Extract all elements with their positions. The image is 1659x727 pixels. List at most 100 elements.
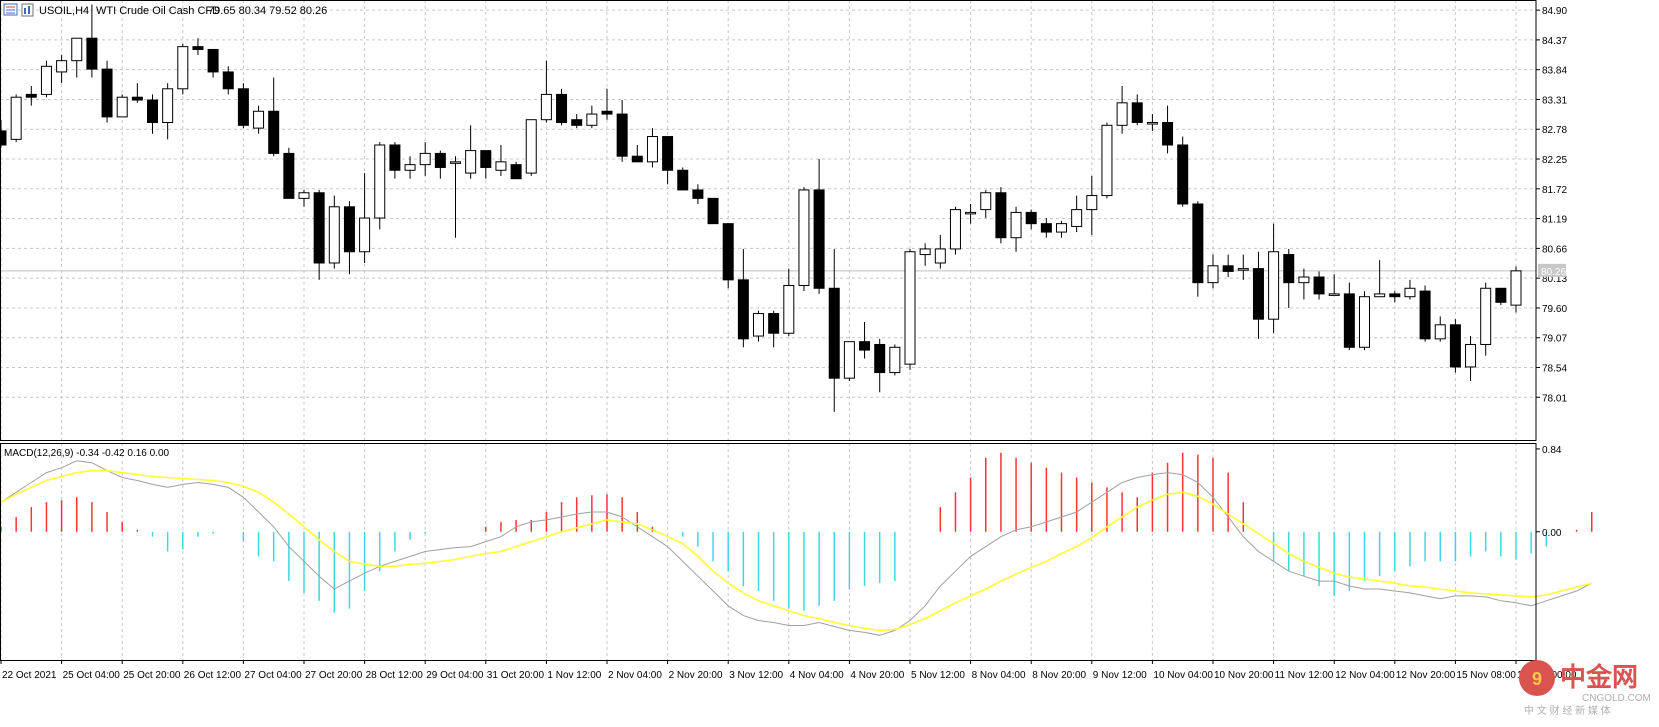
candle[interactable] [237, 83, 249, 129]
candle[interactable] [40, 60, 52, 98]
candle[interactable] [692, 184, 704, 204]
candle[interactable] [1328, 274, 1340, 296]
candle[interactable] [768, 310, 780, 348]
candle[interactable] [1252, 251, 1264, 339]
candle[interactable] [1222, 254, 1234, 278]
candle[interactable] [1025, 209, 1037, 230]
candle[interactable] [1010, 206, 1022, 252]
candle[interactable] [56, 55, 68, 84]
candle[interactable] [828, 248, 840, 412]
candle[interactable] [737, 248, 749, 348]
candle[interactable] [298, 189, 310, 207]
candle[interactable] [859, 321, 871, 359]
candle[interactable] [616, 100, 628, 162]
candle[interactable] [1101, 122, 1113, 199]
symbol-properties-icon[interactable] [21, 3, 34, 17]
candle[interactable] [1404, 279, 1416, 300]
candle[interactable] [1419, 285, 1431, 342]
candle[interactable] [207, 48, 219, 78]
candle[interactable] [71, 37, 83, 78]
candle[interactable] [798, 187, 810, 292]
candle[interactable] [162, 83, 174, 140]
candle[interactable] [662, 136, 674, 185]
candle[interactable] [889, 344, 901, 376]
candle[interactable] [1389, 291, 1401, 303]
candle[interactable] [465, 125, 477, 179]
candle[interactable] [949, 206, 961, 255]
candle[interactable] [1343, 282, 1355, 351]
candle[interactable] [450, 156, 461, 238]
candle[interactable] [328, 195, 340, 269]
candle[interactable] [919, 243, 931, 266]
candle[interactable] [1192, 201, 1204, 297]
candle[interactable] [1465, 336, 1477, 381]
candle[interactable] [389, 142, 401, 179]
candle[interactable] [571, 114, 583, 129]
candle[interactable] [813, 159, 825, 294]
candle[interactable] [434, 150, 446, 179]
candle[interactable] [1177, 136, 1189, 207]
candle[interactable] [1071, 195, 1083, 233]
candle[interactable] [783, 268, 795, 337]
candle[interactable] [1434, 316, 1446, 342]
candle[interactable] [177, 43, 189, 95]
candle[interactable] [722, 223, 734, 289]
candle[interactable] [1086, 175, 1098, 235]
candle[interactable] [510, 161, 522, 180]
candle[interactable] [343, 201, 355, 275]
candle[interactable] [1131, 94, 1143, 126]
candle[interactable] [1359, 291, 1370, 351]
candle[interactable] [631, 144, 643, 163]
chart-window-icon[interactable] [3, 3, 18, 16]
candle[interactable] [874, 338, 886, 393]
candle[interactable] [374, 142, 386, 230]
candle[interactable] [843, 341, 855, 381]
candle[interactable] [965, 203, 977, 224]
candle[interactable] [1056, 220, 1067, 238]
candle[interactable] [222, 66, 234, 95]
candle[interactable] [359, 173, 371, 263]
candle[interactable] [586, 105, 598, 129]
candle[interactable] [1449, 319, 1461, 373]
candle[interactable] [253, 105, 265, 134]
candle[interactable] [556, 88, 568, 126]
candle[interactable] [995, 187, 1007, 244]
candle[interactable] [646, 128, 658, 168]
candle[interactable] [707, 197, 719, 225]
candle[interactable] [116, 94, 128, 118]
candle[interactable] [192, 38, 204, 56]
candle[interactable] [404, 156, 416, 179]
candle[interactable] [1510, 266, 1522, 313]
candle[interactable] [1116, 85, 1128, 134]
candle[interactable] [268, 77, 280, 157]
candle[interactable] [1298, 268, 1310, 300]
candle[interactable] [283, 147, 295, 199]
candle[interactable] [753, 310, 764, 342]
candle[interactable] [86, 4, 98, 78]
candle[interactable] [1146, 114, 1158, 131]
candle[interactable] [10, 94, 22, 143]
candle[interactable] [131, 83, 143, 103]
candle[interactable] [101, 60, 113, 123]
candle[interactable] [934, 234, 946, 269]
candle[interactable] [1495, 287, 1507, 306]
candle[interactable] [1162, 105, 1174, 154]
candle[interactable] [1040, 218, 1052, 238]
candle[interactable] [25, 85, 37, 106]
candle[interactable] [313, 189, 325, 280]
candle[interactable] [525, 119, 537, 176]
candle[interactable] [980, 189, 992, 219]
candle[interactable] [147, 94, 158, 134]
candle[interactable] [1268, 223, 1280, 334]
candle[interactable] [1313, 271, 1325, 300]
candle[interactable] [1237, 254, 1249, 280]
candle[interactable] [480, 150, 492, 179]
candle[interactable] [1283, 248, 1295, 308]
candle[interactable] [540, 60, 552, 123]
candle[interactable] [495, 144, 507, 176]
candle[interactable] [601, 88, 613, 120]
candle[interactable] [419, 142, 431, 176]
candle[interactable] [1374, 260, 1386, 298]
